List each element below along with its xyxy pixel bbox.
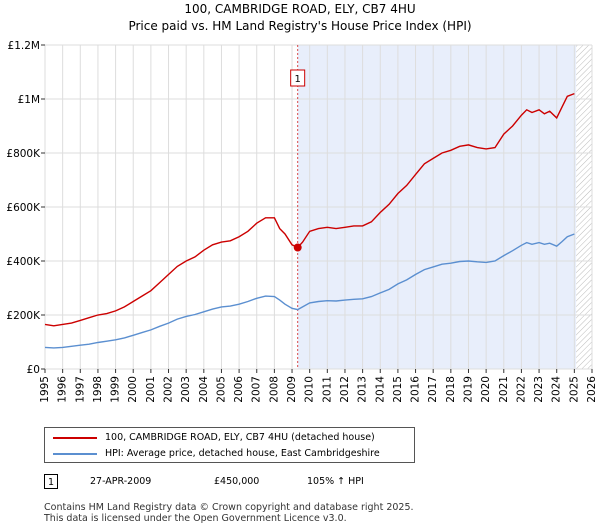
footer-copyright: Contains HM Land Registry data © Crown c… [44, 502, 414, 513]
x-tick-label: 2013 [357, 376, 369, 403]
y-axis-ticks: £0 £200K £400K £600K £800K £1M £1.2M [6, 40, 45, 376]
y-tick-label: £800K [6, 148, 41, 160]
x-tick-label: 2004 [198, 376, 210, 403]
x-tick-label: 2012 [339, 376, 351, 403]
x-tick-label: 2018 [445, 376, 457, 403]
legend-label-hpi: HPI: Average price, detached house, East… [105, 448, 380, 459]
x-tick-label: 2021 [498, 376, 510, 403]
x-tick-label: 2005 [215, 376, 227, 403]
x-tick-label: 2019 [462, 376, 474, 403]
sale-point [293, 243, 302, 252]
x-tick-label: 2020 [480, 376, 492, 403]
y-tick-label: £400K [6, 256, 41, 268]
chart-title-line2: Price paid vs. HM Land Registry's House … [128, 19, 472, 33]
x-tick-label: 2010 [304, 376, 316, 403]
y-tick-label: £1M [18, 94, 40, 106]
x-tick-label: 2026 [586, 376, 598, 403]
x-tick-label: 2014 [374, 376, 386, 403]
footer-licence: This data is licensed under the Open Gov… [44, 513, 347, 524]
x-tick-label: 1997 [74, 376, 86, 403]
y-tick-label: £200K [6, 310, 41, 322]
x-tick-label: 2016 [410, 376, 422, 403]
legend: 100, CAMBRIDGE ROAD, ELY, CB7 4HU (detac… [44, 427, 415, 463]
x-tick-label: 2006 [233, 376, 245, 403]
x-tick-label: 2023 [533, 376, 545, 403]
annotation-number: 1 [44, 474, 58, 489]
x-tick-label: 1995 [39, 376, 51, 403]
x-tick-label: 2008 [268, 376, 280, 403]
price-chart: 1 £0£200K£400K£600K£800K£1M£1.2M 1995 199… [6, 40, 598, 403]
x-axis-ticks: 1995 1996 1997 1998 1999 2000 2001 2002 2003 2004… [39, 369, 598, 403]
annotation-date: 27-APR-2009 [90, 476, 152, 487]
y-tick-label: £1.2M [8, 40, 40, 52]
x-tick-label: 2003 [180, 376, 192, 403]
x-tick-label: 2015 [392, 376, 404, 403]
annotation-row: 1 27-APR-2009 £450,000 105% ↑ HPI [44, 474, 564, 492]
x-tick-label: 2024 [551, 376, 563, 403]
legend-swatch-property [53, 437, 97, 439]
grid-lines [44, 44, 593, 370]
hpi-series-line [44, 233, 575, 349]
x-tick-label: 2017 [427, 376, 439, 403]
property-series-line [44, 92, 575, 327]
x-tick-label: 2022 [515, 376, 527, 403]
sale-marker-box: 1 [290, 69, 306, 87]
y-tick-label: £600K [6, 202, 41, 214]
y-tick-label: £0 [27, 364, 40, 376]
x-tick-label: 2025 [568, 376, 580, 403]
x-tick-label: 1999 [110, 376, 122, 403]
x-tick-label: 2007 [251, 376, 263, 403]
legend-swatch-hpi [53, 453, 97, 455]
chart-title-line1: 100, CAMBRIDGE ROAD, ELY, CB7 4HU [184, 2, 416, 16]
sale-marker-label: 1 [294, 74, 300, 85]
legend-label-property: 100, CAMBRIDGE ROAD, ELY, CB7 4HU (detac… [105, 432, 375, 443]
x-tick-label: 2009 [286, 376, 298, 403]
x-tick-label: 2002 [163, 376, 175, 403]
annotation-price: £450,000 [214, 476, 260, 487]
x-tick-label: 2000 [127, 376, 139, 403]
x-tick-label: 2011 [321, 376, 333, 403]
x-tick-label: 1998 [92, 376, 104, 403]
x-tick-label: 1996 [57, 376, 69, 403]
x-tick-label: 2001 [145, 376, 157, 403]
annotation-hpi-change: 105% ↑ HPI [307, 476, 364, 487]
